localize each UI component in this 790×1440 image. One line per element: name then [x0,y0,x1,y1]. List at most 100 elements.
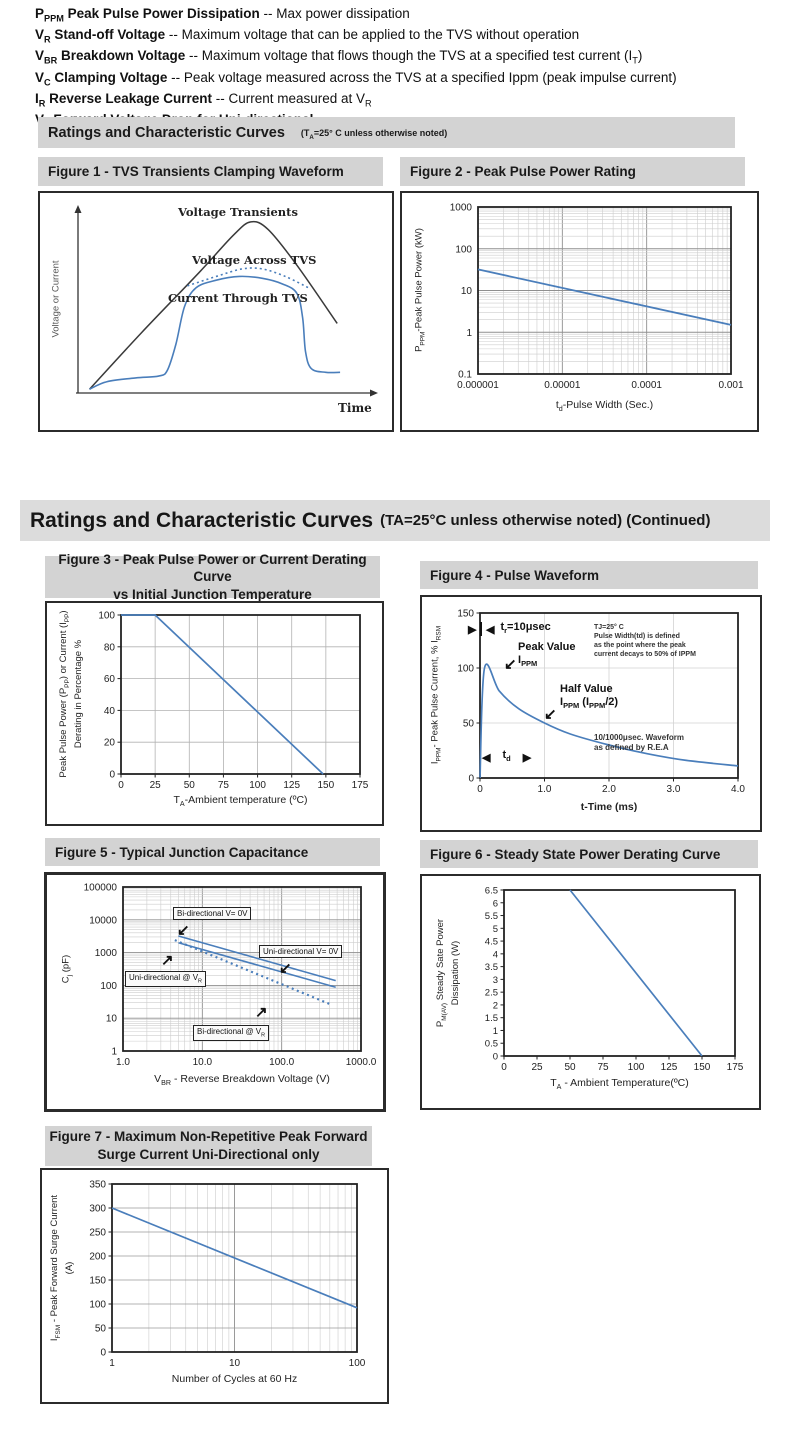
svg-text:100000: 100000 [84,883,118,894]
figure6-y-axis-title-line2: Dissipation (W) [449,940,461,1006]
svg-text:75: 75 [218,780,230,791]
svg-text:3.5: 3.5 [485,962,498,973]
pulse-width-note-line4: current decays to 50% of IPPM [594,651,696,658]
figure2-y-axis-title: PPPM-Peak Pulse Power (kW) [413,228,427,352]
figure4-title: Figure 4 - Pulse Waveform [430,567,600,583]
pulse-width-note-line1: TJ=25° C [594,624,624,631]
figure1-title: Figure 1 - TVS Transients Clamping Wavef… [48,164,344,179]
svg-text:0: 0 [109,770,115,781]
figure3-x-axis-title: TA-Ambient temperature (ºC) [173,794,308,809]
svg-text:4.5: 4.5 [485,937,498,948]
svg-text:2: 2 [493,1000,498,1011]
right-arrow-icon: ▶ [468,623,477,636]
svg-text:5: 5 [493,924,498,935]
svg-text:0: 0 [100,1348,106,1359]
svg-text:0.000001: 0.000001 [457,380,499,391]
figure1-x-axis-title: Time [338,401,372,415]
svg-text:1000: 1000 [450,203,473,214]
svg-text:0.5: 0.5 [485,1039,498,1050]
definition-line: VC Clamping Voltage -- Peak voltage meas… [35,69,677,88]
waveform-note-line1: 10/1000μsec. Waveform [594,733,684,742]
svg-text:1.5: 1.5 [485,1013,498,1024]
svg-text:150: 150 [457,609,474,620]
section-header-bar: Ratings and Characteristic Curves (TA=25… [38,117,735,148]
figure3-title-line2: vs Initial Junction Temperature [113,586,312,602]
figure3-title-line1: Figure 3 - Peak Pulse Power or Current D… [58,551,367,585]
svg-text:125: 125 [283,780,300,791]
svg-text:175: 175 [727,1062,744,1073]
svg-text:60: 60 [104,674,116,685]
fig2-svg: 0.000001 0.00001 0.0001 0.001 0.1 1 10 100 1000 [450,203,744,392]
figure5-y-axis-title: Cj (pF) [60,954,74,984]
svg-text:1: 1 [466,328,472,339]
svg-text:350: 350 [89,1180,106,1191]
series-steady-state-derating [569,889,703,1057]
figure1-y-axis-title: Voltage or Current [50,260,62,338]
svg-text:100: 100 [98,611,115,622]
series-uni-directional-vr [178,941,336,988]
series-voltage-transients [88,220,338,390]
down-left-arrow-icon: ↙ [177,922,190,939]
figure2-title: Figure 2 - Peak Pulse Power Rating [410,164,636,179]
svg-text:0: 0 [493,1052,498,1063]
figure7-title-line1: Figure 7 - Maximum Non-Repetitive Peak F… [49,1129,368,1145]
figure2-box: 0.000001 0.00001 0.0001 0.001 0.1 1 10 100 1000 … [400,191,759,432]
svg-text:100: 100 [249,780,266,791]
figure3-header: Figure 3 - Peak Pulse Power or Current D… [45,552,380,602]
definition-line: VBR Breakdown Voltage -- Maximum voltage… [35,48,643,67]
series-uni-directional-v-0v [178,935,336,982]
svg-text:1.0: 1.0 [116,1057,130,1068]
figure7-plot: 1 10 100 0 50 100 150 200 250 300 350 [42,1170,383,1398]
label-bi-directional-v0: Bi-directional V= 0V [173,907,252,920]
svg-text:4: 4 [493,949,498,960]
figure7-y-axis-title-line2: (A) [63,1261,75,1275]
series-current-through-tvs [89,275,341,390]
half-value-line1: Half Value [560,683,613,695]
figure4-box: 0 1.0 2.0 3.0 4.0 0 50 100 150 IPPM- Peak Pulse … [420,595,762,832]
down-left-arrow-icon: ↙ [504,656,517,673]
figure3-y-axis-title-line1: Peak Pulse Power (PPP) or Current (IPP) [58,610,71,778]
figure6-header: Figure 6 - Steady State Power Derating C… [420,840,758,868]
figure3-plot: 0 25 50 75 100 125 150 175 0 20 40 60 80 100 [47,603,378,820]
figure2-header: Figure 2 - Peak Pulse Power Rating [400,157,745,186]
definition-line: VR Stand-off Voltage -- Maximum voltage … [35,27,580,45]
svg-text:4.0: 4.0 [731,784,745,795]
svg-text:20: 20 [104,738,116,749]
svg-text:0.001: 0.001 [718,380,743,391]
svg-text:1000: 1000 [95,948,118,959]
svg-text:0.0001: 0.0001 [631,380,662,391]
svg-text:100: 100 [457,664,474,675]
waveform-note: 10/1000μsec. Waveform as defined by R.E.… [594,733,684,753]
figure1-plot [40,193,388,426]
left-arrow-icon: ◀ [482,751,491,764]
svg-text:25: 25 [150,780,162,791]
pulse-duration-annotation: ◀ td ▶ [482,749,531,765]
svg-text:250: 250 [89,1228,106,1239]
svg-text:10: 10 [461,286,473,297]
series-derating [121,614,324,775]
svg-text:5.5: 5.5 [485,911,498,922]
fig6-svg: 0 25 50 75 100 125 150 175 0 0.5 1 1.5 22.5 3 3.5 44.5 5… [485,886,744,1074]
section-note: (TA=25° C unless otherwise noted) [300,127,448,141]
svg-text:100: 100 [89,1300,106,1311]
figure5-title: Figure 5 - Typical Junction Capacitance [55,844,309,860]
figure7-header: Figure 7 - Maximum Non-Repetitive Peak F… [45,1126,372,1166]
definition-line: PPPM Peak Pulse Power Dissipation -- Max… [35,6,410,24]
svg-text:3: 3 [493,975,498,986]
down-left-arrow-icon: ↙ [279,960,292,977]
pulse-duration-label: td [502,749,511,764]
svg-text:1.0: 1.0 [538,784,552,795]
svg-text:10: 10 [229,1358,241,1369]
figure6-plot: 0 25 50 75 100 125 150 175 0 0.5 1 1.5 2 2.5 3 3.5 4 4.5 5… [422,876,755,1104]
svg-text:75: 75 [597,1062,609,1073]
peak-value-line1: Peak Value [518,641,576,653]
rise-time-annotation: ▶ ◀ tr=10μsec [468,621,551,637]
figure5-header: Figure 5 - Typical Junction Capacitance [45,838,380,866]
svg-text:10: 10 [106,1014,118,1025]
figure1-box: Voltage Transients Voltage Across TVS Cu… [38,191,394,432]
half-value-line2: IPPM (IPPM/2) [560,696,619,711]
svg-text:200: 200 [89,1252,106,1263]
figure4-y-axis-title: IPPM- Peak Pulse Current, % IRSM [429,625,443,765]
figure4-plot: 0 1.0 2.0 3.0 4.0 0 50 100 150 [422,597,756,826]
